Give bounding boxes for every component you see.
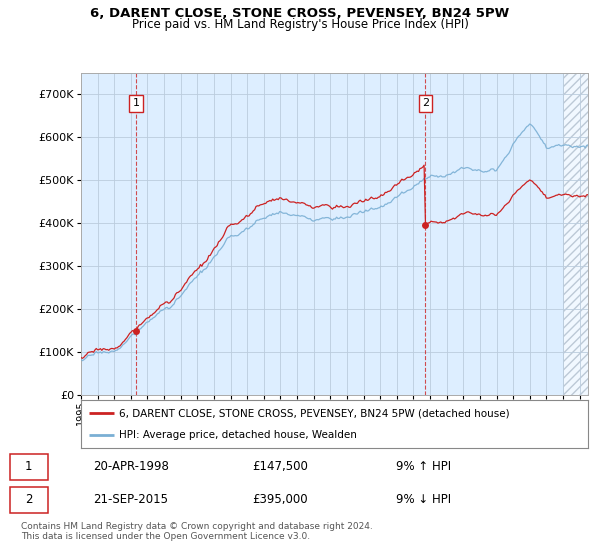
Text: 1: 1: [133, 99, 139, 109]
Text: 2: 2: [25, 493, 32, 506]
Text: £147,500: £147,500: [252, 460, 308, 473]
Text: £395,000: £395,000: [252, 493, 308, 506]
Text: HPI: Average price, detached house, Wealden: HPI: Average price, detached house, Weal…: [119, 430, 357, 440]
Text: 6, DARENT CLOSE, STONE CROSS, PEVENSEY, BN24 5PW (detached house): 6, DARENT CLOSE, STONE CROSS, PEVENSEY, …: [119, 408, 509, 418]
Text: 9% ↓ HPI: 9% ↓ HPI: [396, 493, 451, 506]
Text: 21-SEP-2015: 21-SEP-2015: [93, 493, 168, 506]
Text: 9% ↑ HPI: 9% ↑ HPI: [396, 460, 451, 473]
FancyBboxPatch shape: [10, 454, 48, 480]
Text: Contains HM Land Registry data © Crown copyright and database right 2024.
This d: Contains HM Land Registry data © Crown c…: [21, 522, 373, 542]
Text: 2: 2: [422, 99, 429, 109]
Text: Price paid vs. HM Land Registry's House Price Index (HPI): Price paid vs. HM Land Registry's House …: [131, 18, 469, 31]
Text: 6, DARENT CLOSE, STONE CROSS, PEVENSEY, BN24 5PW: 6, DARENT CLOSE, STONE CROSS, PEVENSEY, …: [91, 7, 509, 20]
Text: 1: 1: [25, 460, 32, 473]
Text: 20-APR-1998: 20-APR-1998: [93, 460, 169, 473]
FancyBboxPatch shape: [10, 487, 48, 513]
